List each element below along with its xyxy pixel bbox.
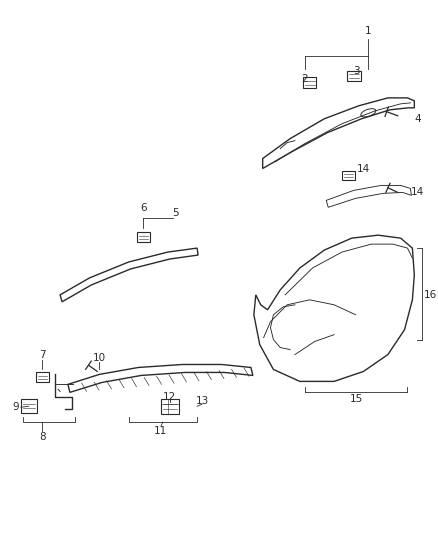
Bar [21,399,37,413]
Bar [161,399,179,414]
Text: 15: 15 [350,394,363,405]
Text: 3: 3 [353,66,360,76]
Text: 6: 6 [140,203,147,213]
Text: 1: 1 [365,26,372,36]
Bar [137,232,150,242]
Text: 7: 7 [39,350,46,360]
Text: 8: 8 [39,432,46,442]
Text: 11: 11 [154,426,167,436]
Text: 12: 12 [163,392,177,402]
Text: 14: 14 [411,188,424,197]
Bar [36,373,49,382]
Bar [347,70,360,82]
Bar [343,171,355,181]
Text: 9: 9 [13,402,19,412]
Text: 10: 10 [93,352,106,362]
Bar [303,77,317,88]
Text: 14: 14 [357,164,370,174]
Text: 4: 4 [414,114,420,124]
Text: 13: 13 [195,397,208,406]
Text: 5: 5 [172,208,179,219]
Text: 2: 2 [301,74,308,84]
Text: 16: 16 [424,290,437,300]
